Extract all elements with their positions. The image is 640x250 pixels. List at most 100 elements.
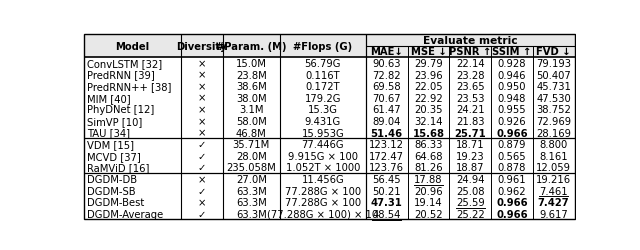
Text: 15.0M: 15.0M — [236, 59, 267, 69]
Text: SimVP [10]: SimVP [10] — [87, 116, 142, 126]
Text: 72.969: 72.969 — [536, 116, 572, 126]
Text: DGDM-DB: DGDM-DB — [87, 174, 137, 184]
Text: 3.1M: 3.1M — [239, 105, 264, 115]
Text: ConvLSTM [32]: ConvLSTM [32] — [87, 59, 162, 69]
Text: DGDM-Best: DGDM-Best — [87, 197, 144, 207]
Text: 19.216: 19.216 — [536, 174, 572, 184]
Text: 50.21: 50.21 — [372, 186, 401, 196]
Text: 123.76: 123.76 — [369, 163, 404, 172]
Text: 23.65: 23.65 — [456, 82, 484, 92]
Text: 69.58: 69.58 — [372, 82, 401, 92]
Text: 22.92: 22.92 — [414, 93, 443, 103]
Text: 25.71: 25.71 — [454, 128, 486, 138]
Text: ✓: ✓ — [198, 151, 206, 161]
Text: 0.946: 0.946 — [498, 70, 526, 80]
Text: 64.68: 64.68 — [414, 151, 443, 161]
Text: MAE↓: MAE↓ — [371, 47, 403, 57]
Text: 9.617: 9.617 — [540, 209, 568, 219]
Text: ×: × — [198, 197, 206, 207]
Text: 0.565: 0.565 — [497, 151, 526, 161]
Text: 63.3M: 63.3M — [236, 197, 267, 207]
Text: 81.26: 81.26 — [414, 163, 443, 172]
Text: 179.2G: 179.2G — [305, 93, 341, 103]
Text: 63.3M: 63.3M — [236, 186, 267, 196]
Text: 8.800: 8.800 — [540, 140, 568, 149]
Text: 25.08: 25.08 — [456, 186, 484, 196]
Text: 38.0M: 38.0M — [236, 93, 267, 103]
Bar — [84, 35, 575, 58]
Text: PSNR ↑: PSNR ↑ — [449, 47, 492, 57]
Text: 0.966: 0.966 — [496, 128, 528, 138]
Text: 32.14: 32.14 — [414, 116, 443, 126]
Text: 79.193: 79.193 — [536, 59, 571, 69]
Text: ×: × — [198, 174, 206, 184]
Text: PredRNN++ [38]: PredRNN++ [38] — [87, 82, 172, 92]
Text: 7.461: 7.461 — [540, 186, 568, 196]
Text: 51.46: 51.46 — [371, 128, 403, 138]
Text: 0.955: 0.955 — [497, 105, 526, 115]
Text: 0.966: 0.966 — [496, 209, 528, 219]
Text: 29.79: 29.79 — [414, 59, 443, 69]
Text: Model: Model — [115, 42, 150, 51]
Text: 77.446G: 77.446G — [301, 140, 344, 149]
Text: ✓: ✓ — [198, 163, 206, 172]
Text: 63.3M: 63.3M — [236, 209, 267, 219]
Text: DGDM-SB: DGDM-SB — [87, 186, 136, 196]
Text: 77.288G × 100: 77.288G × 100 — [285, 186, 361, 196]
Text: 56.45: 56.45 — [372, 174, 401, 184]
Text: 15.68: 15.68 — [412, 128, 444, 138]
Text: 25.22: 25.22 — [456, 209, 484, 219]
Text: ✓: ✓ — [198, 186, 206, 196]
Text: Diversity: Diversity — [177, 42, 227, 51]
Text: DGDM-Average: DGDM-Average — [87, 209, 163, 219]
Text: MSE ↓: MSE ↓ — [410, 47, 446, 57]
Text: 0.961: 0.961 — [497, 174, 526, 184]
Text: 0.926: 0.926 — [497, 116, 526, 126]
Text: 23.8M: 23.8M — [236, 70, 267, 80]
Text: ×: × — [198, 105, 206, 115]
Text: 20.35: 20.35 — [414, 105, 443, 115]
Text: 1.052T × 1000: 1.052T × 1000 — [285, 163, 360, 172]
Text: 11.456G: 11.456G — [301, 174, 344, 184]
Text: 28.0M: 28.0M — [236, 151, 267, 161]
Text: FVD ↓: FVD ↓ — [536, 47, 571, 57]
Text: 12.059: 12.059 — [536, 163, 571, 172]
Text: ×: × — [198, 59, 206, 69]
Text: 0.928: 0.928 — [498, 59, 526, 69]
Text: 18.71: 18.71 — [456, 140, 484, 149]
Text: #Param. (M): #Param. (M) — [216, 42, 287, 51]
Text: PhyDNet [12]: PhyDNet [12] — [87, 105, 154, 115]
Text: SSIM ↑: SSIM ↑ — [492, 47, 532, 57]
Text: 21.83: 21.83 — [456, 116, 484, 126]
Text: 22.14: 22.14 — [456, 59, 484, 69]
Text: 19.23: 19.23 — [456, 151, 484, 161]
Text: RaMViD [16]: RaMViD [16] — [87, 163, 149, 172]
Text: 56.79G: 56.79G — [305, 59, 341, 69]
Text: 0.966: 0.966 — [496, 197, 528, 207]
Text: 15.953G: 15.953G — [301, 128, 344, 138]
Text: 0.116T: 0.116T — [305, 70, 340, 80]
Text: ×: × — [198, 70, 206, 80]
Text: ×: × — [198, 93, 206, 103]
Text: 0.879: 0.879 — [498, 140, 526, 149]
Text: 7.427: 7.427 — [538, 197, 570, 207]
Text: ×: × — [198, 128, 206, 138]
Text: 17.88: 17.88 — [414, 174, 443, 184]
Text: 25.59: 25.59 — [456, 197, 484, 207]
Text: 38.752: 38.752 — [536, 105, 571, 115]
Text: 23.53: 23.53 — [456, 93, 484, 103]
Text: 23.96: 23.96 — [414, 70, 443, 80]
Text: 235.058M: 235.058M — [227, 163, 276, 172]
Text: 27.0M: 27.0M — [236, 174, 267, 184]
Text: 0.172T: 0.172T — [305, 82, 340, 92]
Text: 8.161: 8.161 — [540, 151, 568, 161]
Text: 9.431G: 9.431G — [305, 116, 341, 126]
Text: 19.14: 19.14 — [414, 197, 443, 207]
Text: ✓: ✓ — [198, 140, 206, 149]
Text: 9.915G × 100: 9.915G × 100 — [288, 151, 358, 161]
Text: 18.87: 18.87 — [456, 163, 484, 172]
Text: 38.6M: 38.6M — [236, 82, 267, 92]
Text: 0.962: 0.962 — [497, 186, 526, 196]
Text: 46.8M: 46.8M — [236, 128, 267, 138]
Text: MCVD [37]: MCVD [37] — [87, 151, 141, 161]
